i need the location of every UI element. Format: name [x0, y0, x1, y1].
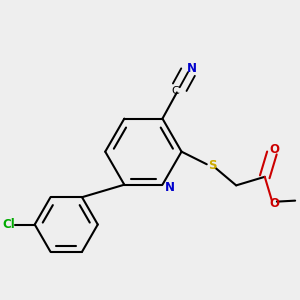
Text: O: O — [270, 197, 280, 211]
Text: N: N — [165, 181, 175, 194]
Text: O: O — [270, 143, 280, 156]
Text: N: N — [187, 61, 196, 74]
Text: Cl: Cl — [2, 218, 15, 231]
Text: S: S — [208, 159, 217, 172]
Text: C: C — [171, 86, 179, 96]
